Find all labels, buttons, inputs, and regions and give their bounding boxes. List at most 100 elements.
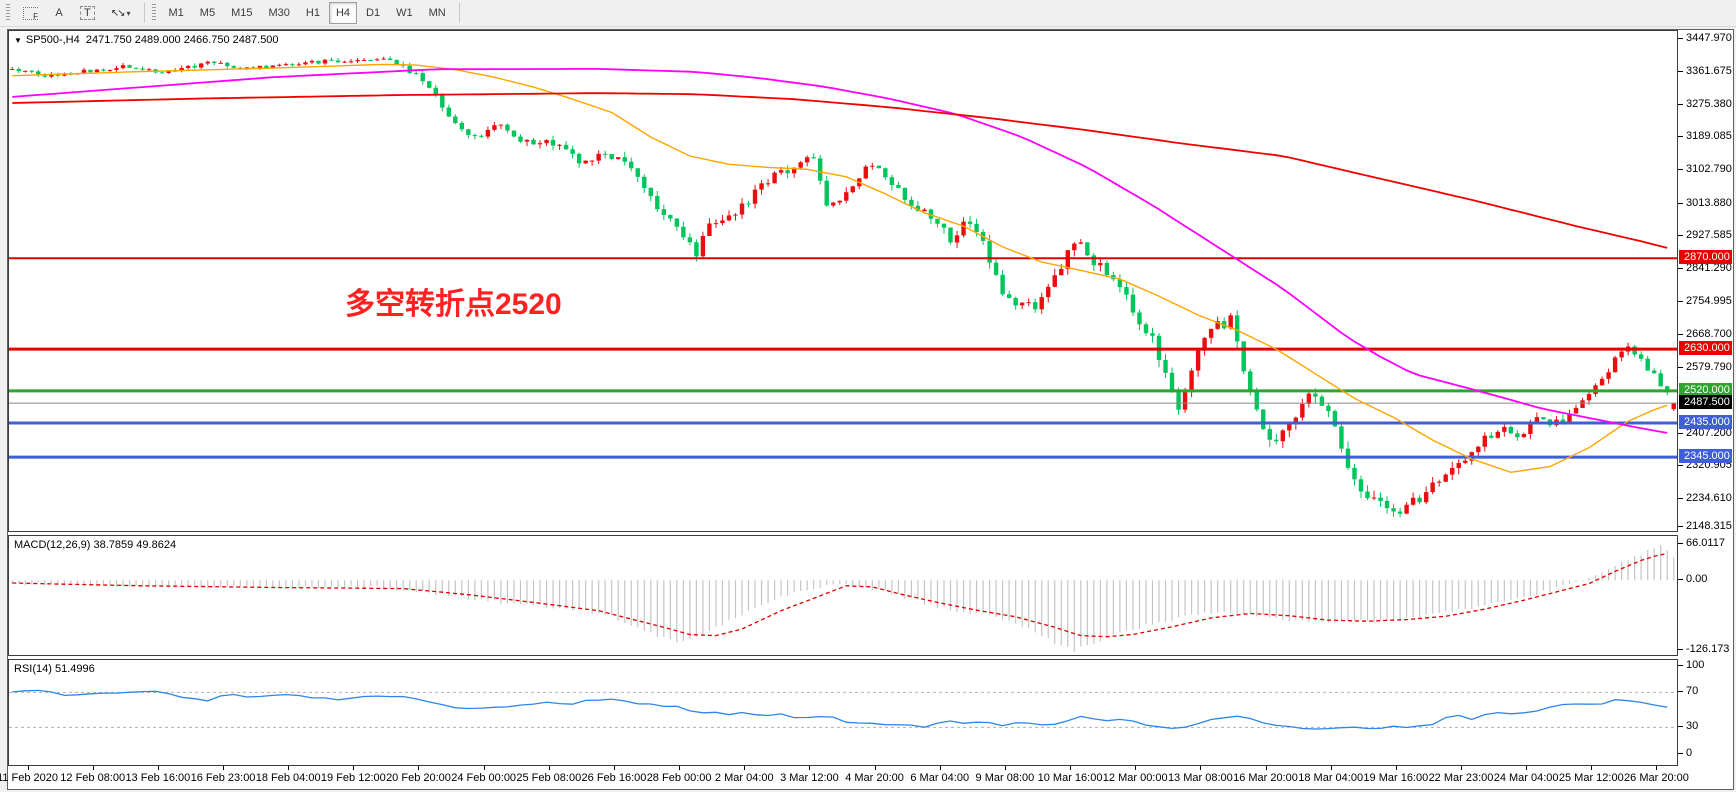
arrow-objects-button[interactable]: ↖↘ ▾ [104, 2, 138, 24]
toolbar-grip[interactable] [6, 4, 10, 22]
chart-title[interactable]: ▼ SP500-,H4 2471.750 2489.000 2466.750 24… [14, 34, 279, 46]
timeframe-tab-W1[interactable]: W1 [389, 2, 420, 24]
date-tick-mark [1656, 766, 1658, 770]
main-chart-canvas[interactable] [9, 31, 1677, 531]
macd-signal-line [12, 552, 1668, 638]
timeframe-tab-M5[interactable]: M5 [193, 2, 222, 24]
date-tick-mark [27, 766, 29, 770]
insert-text-button[interactable]: A [47, 2, 71, 24]
axis-tick-mark [1678, 726, 1683, 728]
date-label: 25 Mar 12:00 [1558, 772, 1624, 784]
main-chart-pane[interactable]: ▼ SP500-,H4 2471.750 2489.000 2466.750 24… [8, 30, 1678, 532]
timeframe-tab-MN[interactable]: MN [422, 2, 453, 24]
date-axis[interactable]: 11 Feb 2020 12 Feb 08:00 13 Feb 16:00 16 Fe… [0, 766, 1689, 789]
macd-axis: 66.0117 0.00 -126.173 [1678, 535, 1733, 656]
date-label: 10 Mar 16:00 [1037, 772, 1103, 784]
date-label: 13 Mar 08:00 [1167, 772, 1233, 784]
date-tick-mark [874, 766, 876, 770]
axis-tick-mark [1678, 71, 1683, 73]
chart-dropdown-icon[interactable]: ▼ [14, 36, 22, 45]
axis-tick-label: 2407.200 [1686, 426, 1732, 439]
ma-fast-line [12, 63, 1668, 474]
date-tick-mark [1265, 766, 1267, 770]
date-tick-mark [548, 766, 550, 770]
timeframe-tab-H4[interactable]: H4 [328, 2, 358, 24]
rsi-axis: 100 70 30 0 [1678, 659, 1733, 766]
rsi-pane[interactable]: RSI(14) 51.4996 [8, 659, 1678, 766]
price-tag-2435.000: 2435.000 [1679, 415, 1732, 430]
chevron-down-icon: ▾ [126, 8, 131, 18]
axis-tick-mark [1678, 202, 1683, 204]
grid-f-icon: F [23, 6, 38, 21]
text-label-icon: T [80, 6, 95, 20]
date-label: 12 Feb 08:00 [60, 772, 126, 784]
arrows-icon: ↖↘ [110, 7, 126, 19]
axis-tick-mark [1678, 752, 1683, 754]
rsi-line [12, 689, 1668, 730]
price-tag-2520.000: 2520.000 [1679, 382, 1732, 397]
axis-tick-label: 66.0117 [1686, 536, 1725, 549]
macd-canvas[interactable] [9, 536, 1677, 655]
date-label: 26 Feb 16:00 [581, 772, 647, 784]
date-label: 18 Mar 04:00 [1298, 772, 1364, 784]
timeframes-group: M1 M5 M15 M30 H1 H4 D1 W1 MN [161, 2, 454, 24]
date-label: 18 Feb 04:00 [255, 772, 321, 784]
axis-tick-label: 3189.085 [1686, 130, 1732, 143]
timeframe-tab-M30[interactable]: M30 [261, 2, 296, 24]
date-label: 25 Feb 08:00 [516, 772, 582, 784]
chart-window: ▼ SP500-,H4 2471.750 2489.000 2466.750 24… [0, 29, 1734, 790]
axis-tick-label: 3013.880 [1686, 196, 1732, 209]
ma-slow-line [12, 92, 1668, 249]
object-tools-group: F A T ↖↘ ▾ [15, 2, 139, 24]
date-tick-mark [1591, 766, 1593, 770]
chart-ohlc-values: 2471.750 2489.000 2466.750 2487.500 [85, 34, 279, 46]
date-tick-mark [809, 766, 811, 770]
date-tick-mark [1004, 766, 1006, 770]
pane-splitter[interactable] [8, 656, 1733, 659]
timeframe-tab-D1[interactable]: D1 [359, 2, 387, 24]
axis-tick-label: 2841.290 [1686, 262, 1732, 275]
templates-grid-button[interactable]: F [16, 2, 45, 24]
axis-tick-mark [1678, 367, 1683, 369]
axis-corner [1678, 766, 1733, 789]
toolbar-grip-2[interactable] [151, 4, 156, 22]
date-label: 24 Feb 00:00 [451, 772, 517, 784]
date-tick-mark [483, 766, 485, 770]
workspace: ▼ SP500-,H4 2471.750 2489.000 2466.750 24… [0, 27, 1736, 792]
pane-splitter[interactable] [8, 532, 1733, 535]
axis-tick-mark [1678, 497, 1683, 499]
axis-tick-label: 3361.675 [1686, 65, 1732, 78]
date-label: 19 Feb 12:00 [320, 772, 386, 784]
date-tick-mark [679, 766, 681, 770]
date-label: 9 Mar 08:00 [975, 772, 1035, 784]
timeframe-tab-M1[interactable]: M1 [162, 2, 191, 24]
date-label: 20 Feb 20:00 [386, 772, 451, 784]
axis-tick-label: 2234.610 [1686, 491, 1732, 504]
rsi-canvas[interactable] [9, 660, 1677, 765]
text-label-button[interactable]: T [73, 2, 102, 24]
axis-tick-mark [1678, 136, 1683, 138]
axis-tick-label: 0.00 [1686, 573, 1708, 586]
chart-annotation-text[interactable]: 多空转折点2520 [345, 288, 562, 321]
axis-tick-label: 70 [1686, 685, 1699, 698]
date-label: 16 Feb 23:00 [190, 772, 256, 784]
toolbar: F A T ↖↘ ▾ M1 M5 M15 M30 H1 H4 D1 W1 MN [0, 0, 1736, 27]
timeframe-tab-M15[interactable]: M15 [224, 2, 259, 24]
candles-layer [10, 56, 1676, 518]
date-tick-mark [288, 766, 290, 770]
axis-tick-mark [1678, 649, 1683, 651]
axis-tick-mark [1678, 465, 1683, 467]
axis-tick-label: 0 [1686, 746, 1693, 759]
date-tick-mark [92, 766, 94, 770]
axis-tick-mark [1678, 432, 1683, 434]
date-tick-mark [223, 766, 225, 770]
axis-tick-mark [1678, 300, 1683, 302]
toolbar-separator [143, 3, 145, 23]
axis-tick-label: 2668.700 [1686, 327, 1732, 340]
axis-tick-mark [1678, 333, 1683, 335]
timeframe-tab-H1[interactable]: H1 [299, 2, 327, 24]
price-tag-2630.000: 2630.000 [1679, 341, 1732, 356]
date-tick-mark [353, 766, 355, 770]
date-label: 24 Mar 04:00 [1493, 772, 1559, 784]
macd-pane[interactable]: MACD(12,26,9) 38.7859 49.8624 [8, 535, 1678, 656]
